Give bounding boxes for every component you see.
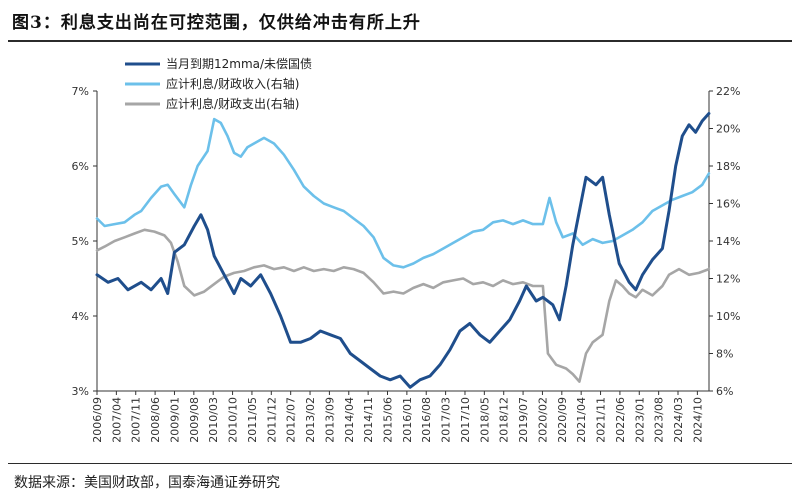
x-tick-label: 2024/03	[672, 397, 685, 443]
legend-label-maturity: 当月到期12mma/未偿国债	[166, 56, 312, 71]
x-tick-label: 2020/09	[556, 397, 569, 443]
y-left-tick-label: 5%	[72, 235, 89, 248]
figure-title: 图3：利息支出尚在可控范围，仅供给冲击有所上升	[12, 13, 421, 33]
footer-divider	[8, 463, 792, 464]
y-left-tick-label: 7%	[72, 85, 89, 98]
x-tick-label: 2014/11	[362, 397, 375, 443]
x-tick-label: 2007/11	[130, 397, 143, 443]
y-right-tick-label: 16%	[716, 198, 740, 211]
y-right-tick-label: 14%	[716, 235, 740, 248]
legend-label-interest-revenue: 应计利息/财政收入(右轴)	[166, 76, 299, 91]
x-tick-label: 2021/04	[575, 397, 588, 443]
source-note: 数据来源：美国财政部，国泰海通证券研究	[14, 475, 280, 491]
x-tick-label: 2022/06	[614, 397, 627, 443]
y-right-tick-label: 8%	[716, 348, 733, 361]
y-right-tick-label: 12%	[716, 273, 740, 286]
x-tick-label: 2018/12	[498, 397, 511, 443]
x-tick-label: 2016/08	[420, 397, 433, 443]
x-tick-label: 2023/08	[653, 397, 666, 443]
x-tick-label: 2007/04	[110, 397, 123, 443]
x-tick-label: 2009/08	[188, 397, 201, 443]
y-right-tick-label: 20%	[716, 123, 740, 136]
x-tick-label: 2017/03	[440, 397, 453, 443]
title-divider	[8, 40, 792, 42]
y-left-tick-label: 4%	[72, 310, 89, 323]
x-tick-label: 2023/01	[633, 397, 646, 443]
y-right-tick-label: 10%	[716, 310, 740, 323]
axes-layer: 3% 4% 5% 6% 7% 6% 8% 10% 12% 14% 16% 18% 20% 22% 2006/…	[72, 85, 741, 443]
series-line-interest-spending	[95, 228, 711, 383]
x-tick-label: 2020/02	[536, 397, 549, 443]
x-tick-label: 2013/09	[323, 397, 336, 443]
x-tick-label: 2024/10	[691, 397, 704, 443]
x-tick-label: 2013/02	[304, 397, 317, 443]
x-tick-label: 2010/03	[207, 397, 220, 443]
y-right-tick-label: 6%	[716, 385, 733, 398]
legend: 当月到期12mma/未偿国债 应计利息/财政收入(右轴) 应计利息/财政支出(右…	[125, 56, 312, 111]
x-tick-label: 2015/06	[382, 397, 395, 443]
x-tick-label: 2019/07	[517, 397, 530, 443]
x-tick-label: 2014/04	[343, 397, 356, 443]
x-tick-label: 2017/10	[459, 397, 472, 443]
x-tick-label: 2009/01	[168, 397, 181, 443]
y-left-tick-label: 3%	[72, 385, 89, 398]
x-tick-label: 2010/10	[227, 397, 240, 443]
series-line-interest-revenue	[95, 117, 711, 269]
x-tick-label: 2011/12	[265, 397, 278, 443]
x-tick-label: 2006/09	[91, 397, 104, 443]
x-tick-label: 2021/11	[595, 397, 608, 443]
y-right-tick-label: 18%	[716, 160, 740, 173]
y-left-tick-label: 6%	[72, 160, 89, 173]
series-line-maturity	[95, 112, 711, 389]
y-right-tick-label: 22%	[716, 85, 740, 98]
x-tick-label: 2011/05	[246, 397, 259, 443]
x-tick-label: 2018/05	[478, 397, 491, 443]
legend-label-interest-spending: 应计利息/财政支出(右轴)	[166, 96, 299, 111]
x-tick-label: 2012/07	[285, 397, 298, 443]
series-layer	[95, 112, 711, 389]
x-tick-label: 2016/01	[401, 397, 414, 443]
x-tick-label: 2008/06	[149, 397, 162, 443]
